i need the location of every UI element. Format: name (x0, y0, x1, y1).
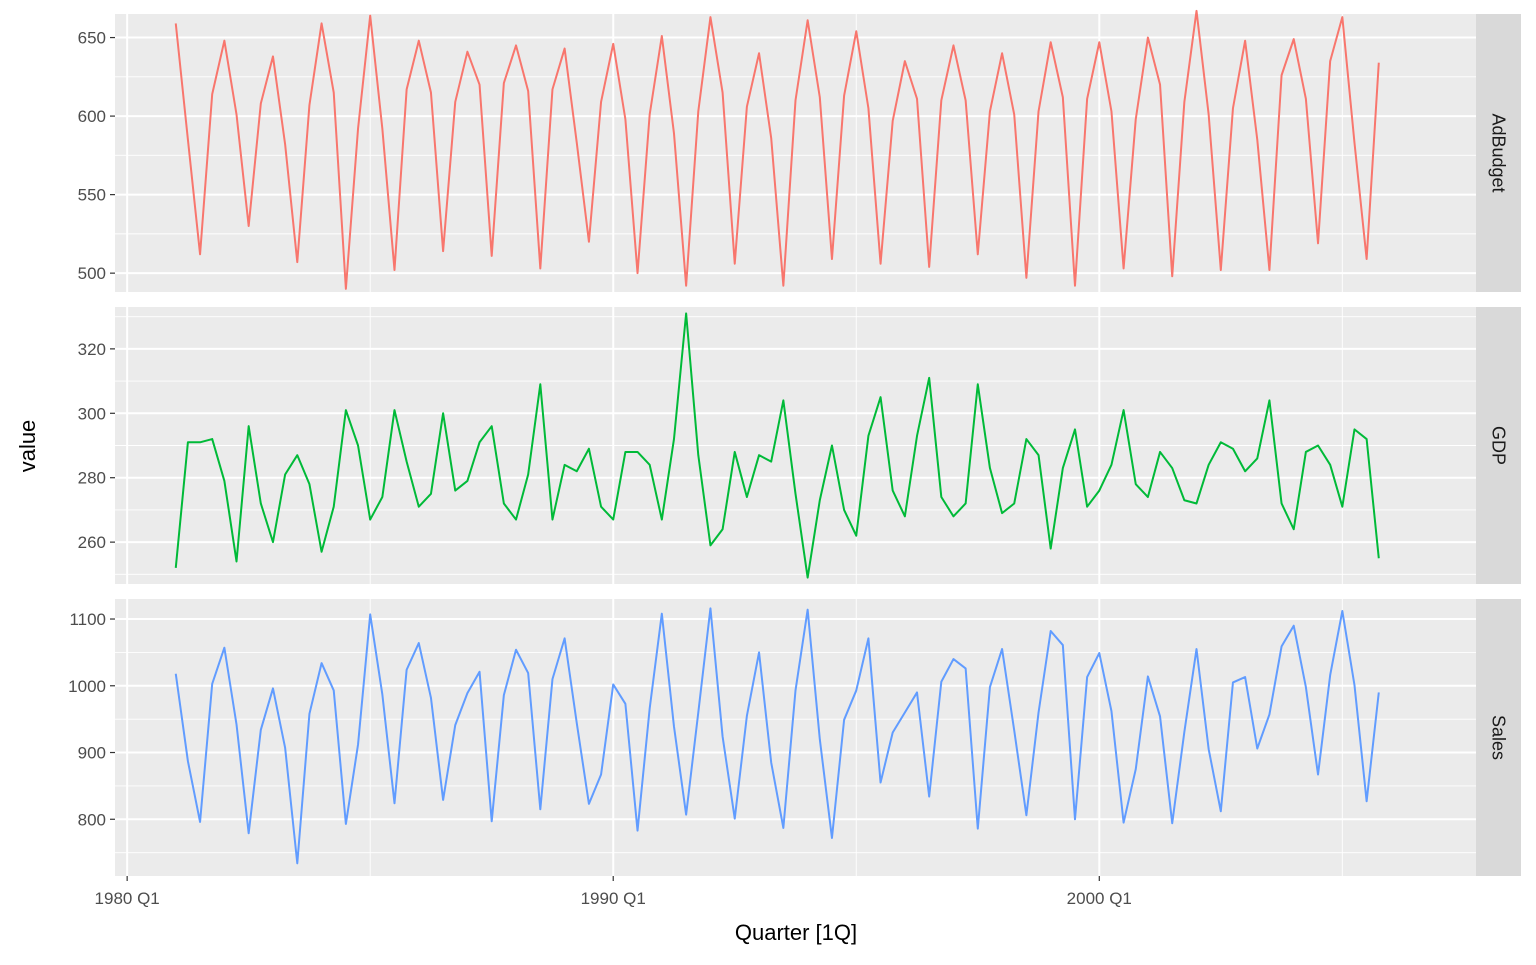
series-line-adbudget (174, 9, 1380, 290)
panels-layer: 500 550 600 650 AdBudget 260 280 300 320 GDP 800 90… (68, 9, 1521, 908)
y-tick-label: 550 (78, 186, 106, 205)
y-tick-label: 650 (78, 29, 106, 48)
y-tick-label: 1100 (69, 610, 106, 629)
facet-strip (1476, 307, 1521, 584)
panel-background (115, 599, 1476, 876)
x-tick-label: 2000 Q1 (1067, 889, 1132, 908)
facet-strip-label: Sales (1489, 715, 1509, 760)
series-line-gdp (174, 312, 1380, 579)
y-tick-label: 320 (78, 340, 106, 359)
x-tick-label: 1980 Q1 (95, 889, 160, 908)
y-tick-label: 600 (78, 107, 106, 126)
y-tick-label: 1000 (68, 677, 106, 696)
y-axis-title: value (15, 420, 40, 473)
panel-background (115, 14, 1476, 292)
y-tick-label: 260 (78, 533, 106, 552)
facet-panel-sales: 800 900 1000 1100 Sales (68, 599, 1521, 876)
facet-strip-label: AdBudget (1489, 113, 1509, 192)
series-line-sales (174, 607, 1380, 865)
y-tick-label: 800 (78, 810, 106, 829)
y-tick-label: 300 (78, 404, 106, 423)
y-tick-label: 900 (78, 744, 106, 763)
facet-strip (1476, 599, 1521, 876)
y-tick-label: 280 (78, 469, 106, 488)
facet-strip (1476, 14, 1521, 292)
facet-panel-gdp: 260 280 300 320 GDP (78, 307, 1521, 584)
y-tick-label: 500 (78, 264, 106, 283)
facet-panel-adbudget: 500 550 600 650 AdBudget (78, 9, 1521, 292)
x-tick-label: 1990 Q1 (581, 889, 646, 908)
facet-strip-label: GDP (1489, 426, 1509, 465)
x-axis-title: Quarter [1Q] (735, 920, 857, 945)
